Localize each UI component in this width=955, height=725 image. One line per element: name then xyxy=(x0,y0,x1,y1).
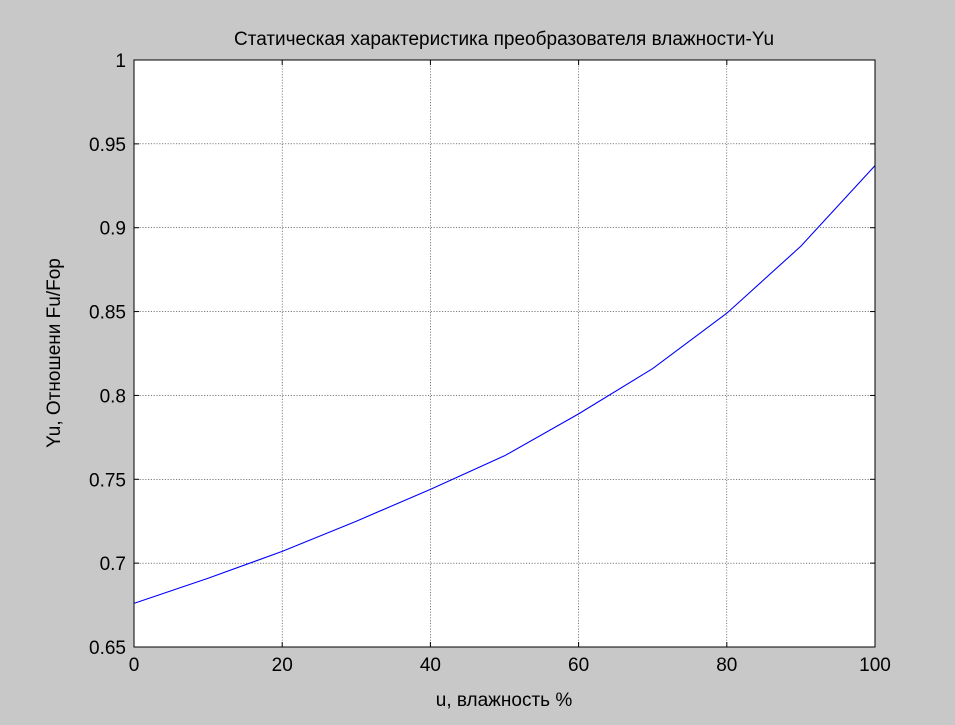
x-tick-label: 0 xyxy=(129,655,140,676)
y-tick-label: 0.8 xyxy=(100,386,126,407)
x-axis-label: u, влажность % xyxy=(436,690,573,711)
y-tick-label: 0.85 xyxy=(89,303,126,324)
x-tick-label: 40 xyxy=(420,655,441,676)
y-tick-label: 1 xyxy=(115,51,126,72)
y-tick-labels: 0.65 0.7 0.75 0.8 0.85 0.9 0.95 1 xyxy=(89,51,126,659)
plot-area xyxy=(134,60,875,647)
y-tick-label: 0.9 xyxy=(100,219,126,240)
y-axis-label: Yu, Отношени Fu/Fop xyxy=(44,258,65,448)
y-tick-label: 0.95 xyxy=(89,135,126,156)
x-tick-label: 100 xyxy=(859,655,891,676)
chart-title: Статическая характеристика преобразовате… xyxy=(234,29,774,50)
y-tick-label: 0.7 xyxy=(100,554,126,575)
y-tick-label: 0.75 xyxy=(89,470,126,491)
x-tick-label: 80 xyxy=(716,655,737,676)
y-tick-label: 0.65 xyxy=(89,638,126,659)
series-layer xyxy=(133,165,876,604)
x-tick-label: 20 xyxy=(272,655,293,676)
x-tick-label: 60 xyxy=(568,655,589,676)
series-line xyxy=(133,165,876,604)
axes-box xyxy=(133,59,876,648)
grid xyxy=(134,60,875,647)
x-tick-labels: 0 20 40 60 80 100 xyxy=(129,655,891,676)
